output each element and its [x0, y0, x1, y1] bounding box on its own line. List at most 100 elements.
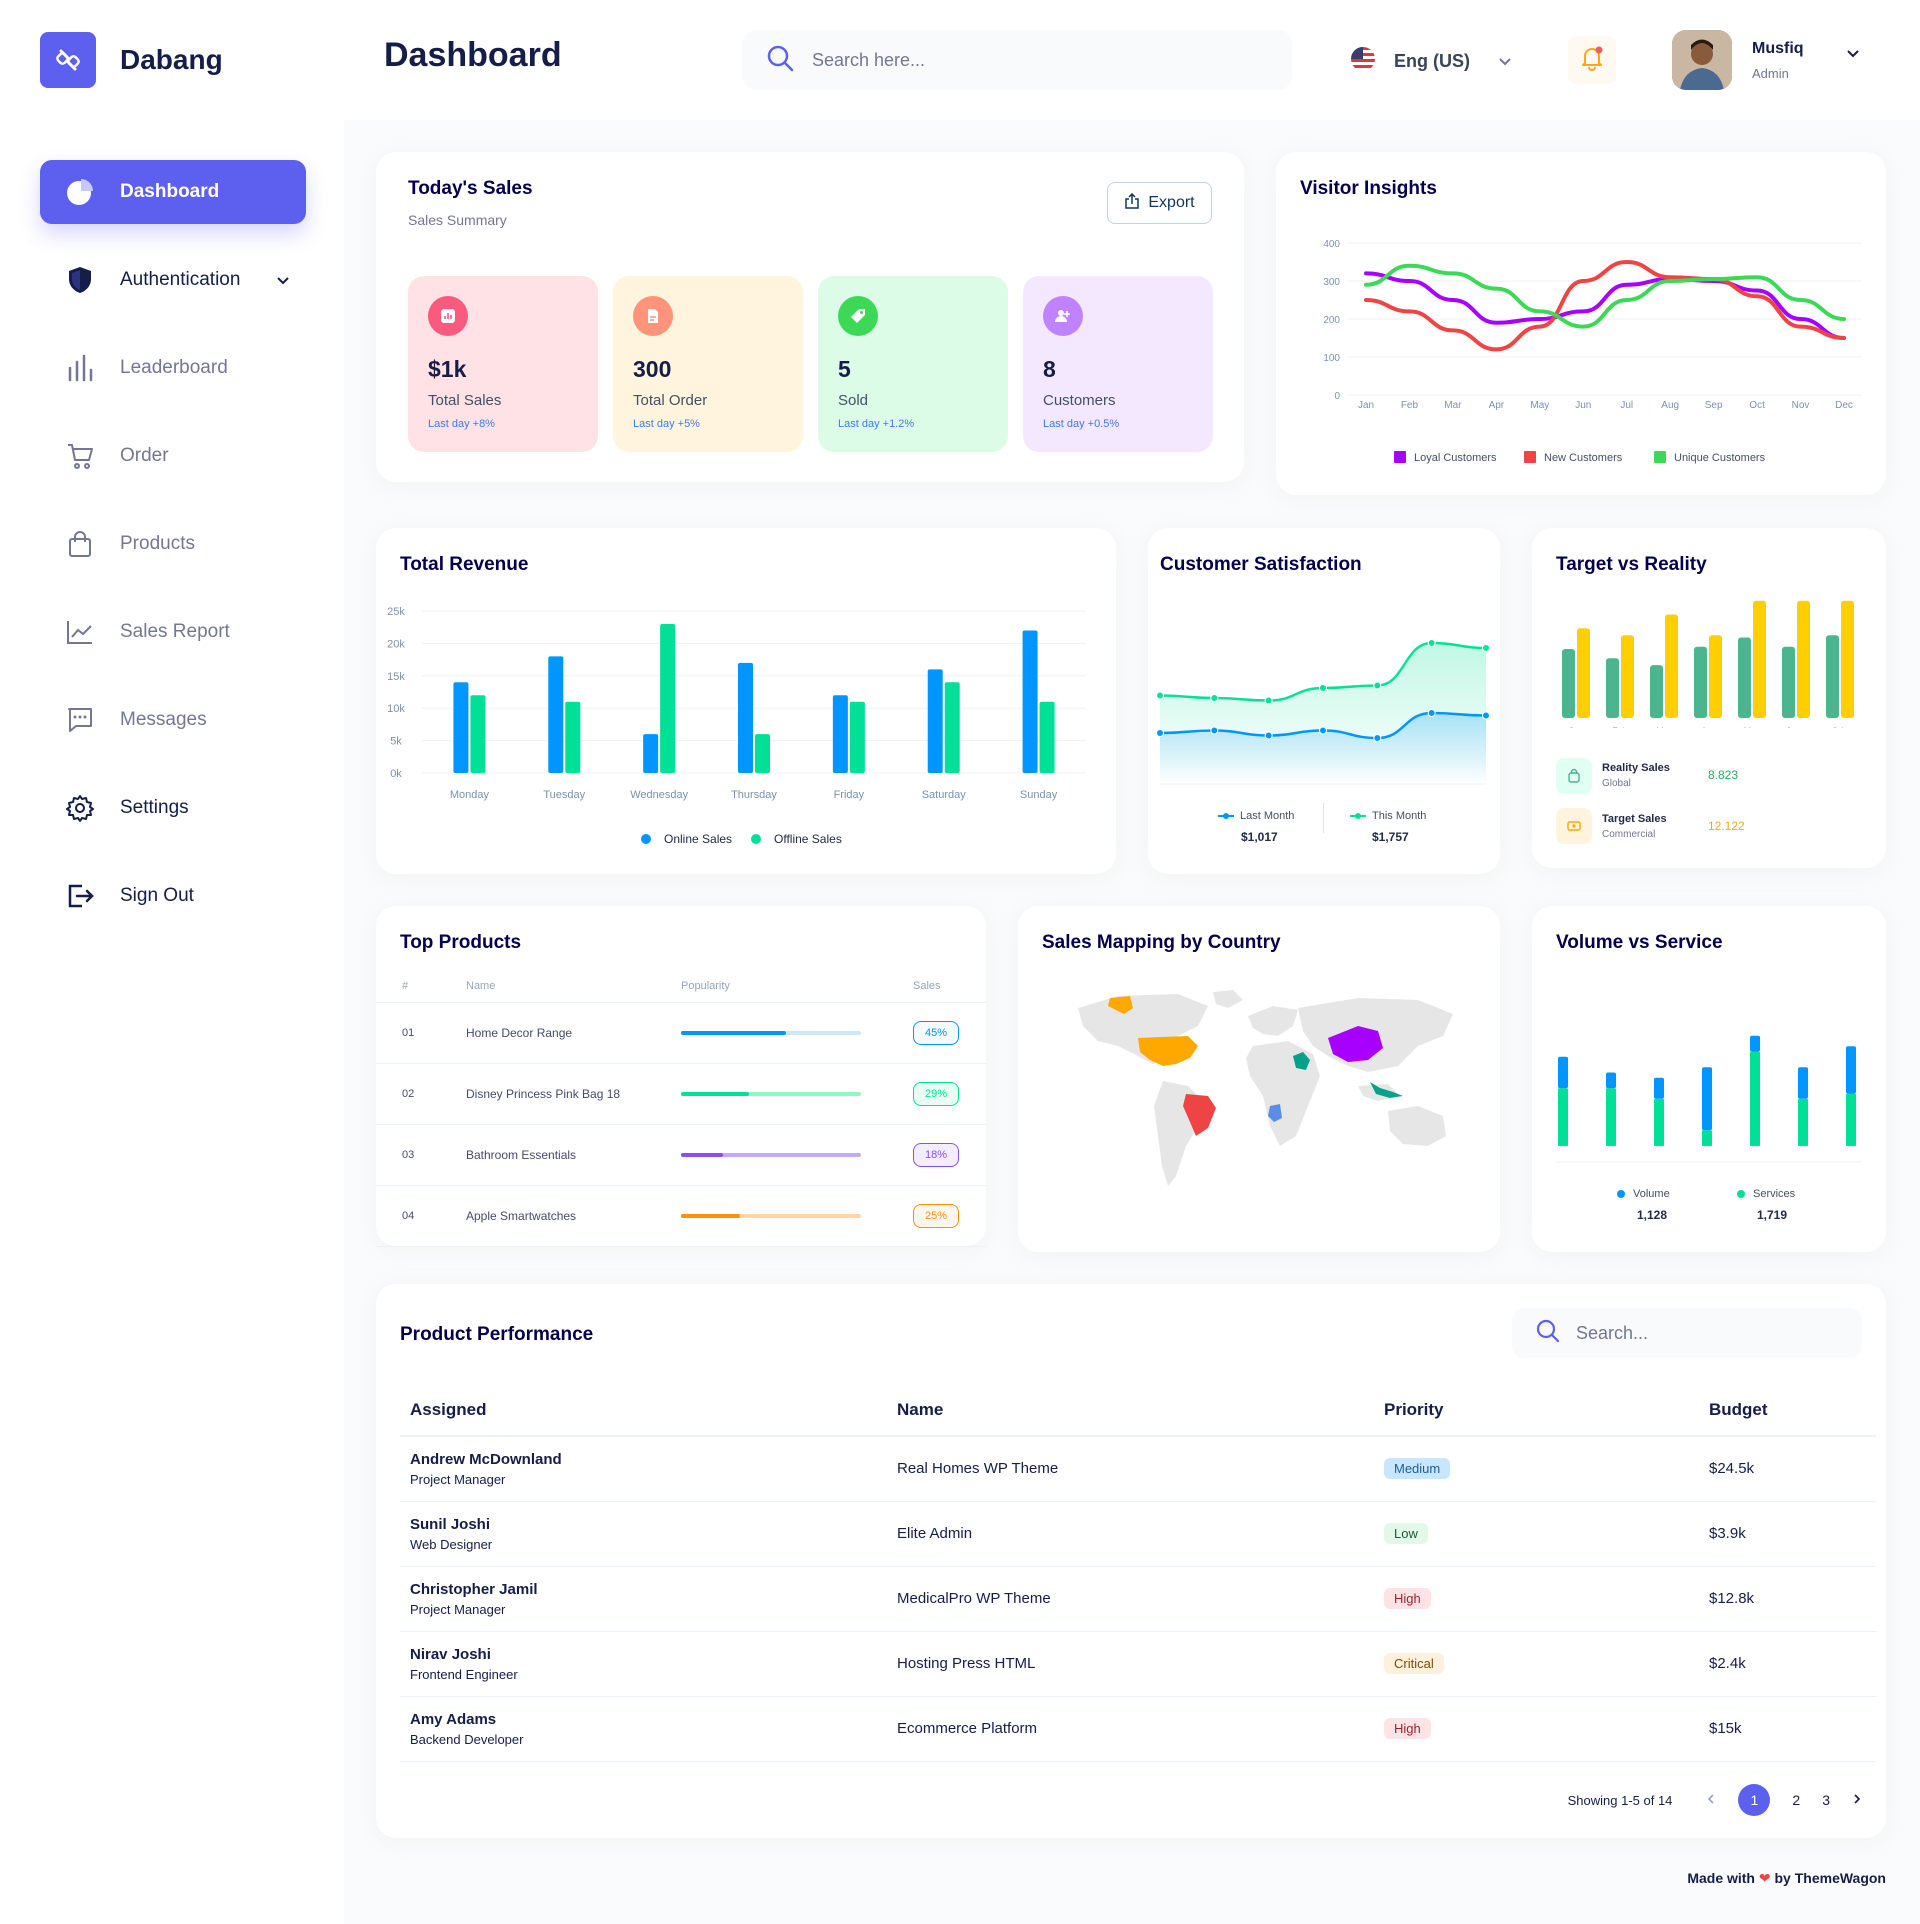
- assigned-cell: Christopher Jamil Project Manager: [400, 1566, 887, 1632]
- shopping-bag-icon: [1556, 758, 1592, 794]
- table-row[interactable]: 04 Apple Smartwatches 25%: [376, 1185, 986, 1247]
- legend-swatch: [751, 834, 761, 844]
- brand[interactable]: Dabang: [40, 32, 223, 88]
- card-title: Customer Satisfaction: [1160, 554, 1362, 575]
- bar: [1694, 646, 1707, 718]
- column-header: Priority: [1374, 1384, 1699, 1437]
- upload-icon: [1124, 192, 1140, 214]
- bar: [1826, 635, 1839, 718]
- sidebar-item-sales-report[interactable]: Sales Report: [40, 600, 306, 664]
- sidebar-item-products[interactable]: Products: [40, 512, 306, 576]
- chevron-left-icon[interactable]: [1706, 1792, 1716, 1808]
- table-row[interactable]: Sunil Joshi Web Designer Elite Admin Low $3.…: [400, 1501, 1876, 1567]
- avatar[interactable]: [1672, 30, 1732, 90]
- table-row[interactable]: Nirav Joshi Frontend Engineer Hosting Pres…: [400, 1631, 1876, 1697]
- sidebar: Dabang Dashboard Authentication Leaderbo…: [0, 0, 344, 1924]
- table-row[interactable]: 03 Bathroom Essentials 18%: [376, 1124, 986, 1186]
- x-tick-label: Dec: [1835, 400, 1853, 411]
- data-point: [1482, 711, 1490, 720]
- budget-cell: $24.5k: [1699, 1436, 1876, 1502]
- sidebar-item-label: Authentication: [120, 269, 241, 290]
- divider: [1323, 803, 1324, 833]
- notification-button[interactable]: [1568, 36, 1616, 84]
- page-button[interactable]: 2: [1792, 1792, 1801, 1808]
- legend-swatch: [1654, 451, 1666, 463]
- popularity-fill: [681, 1152, 724, 1157]
- table-row[interactable]: Christopher Jamil Project Manager MedicalP…: [400, 1566, 1876, 1632]
- region-congo: [1268, 1104, 1282, 1122]
- pagination: Showing 1-5 of 14 1 2 3: [1568, 1784, 1862, 1816]
- export-button[interactable]: Export: [1107, 182, 1212, 224]
- chevron-down-icon[interactable]: [1846, 46, 1860, 64]
- page-button[interactable]: 3: [1822, 1792, 1830, 1808]
- x-tick-label: Apr: [1489, 400, 1505, 411]
- assigned-cell: Andrew McDownland Project Manager: [400, 1436, 887, 1502]
- bar: [755, 734, 770, 773]
- product-performance-card: Product Performance Search... Assigned N…: [376, 1284, 1886, 1838]
- target-sales-sub: Commercial: [1602, 829, 1656, 840]
- data-point: [1373, 734, 1382, 742]
- bar: [1709, 635, 1722, 718]
- table-row[interactable]: 01 Home Decor Range 45%: [376, 1002, 986, 1064]
- x-tick-label: Jul: [1620, 400, 1633, 411]
- this-month-value: $1,757: [1372, 830, 1409, 844]
- y-tick-label: 400: [1323, 239, 1340, 250]
- sales-cell: 29%: [913, 1063, 986, 1125]
- row-number: 02: [376, 1063, 466, 1125]
- project-name: Ecommerce Platform: [887, 1696, 1374, 1762]
- chevron-down-icon[interactable]: [276, 270, 290, 292]
- popularity-fill: [681, 1213, 740, 1218]
- sidebar-item-dashboard[interactable]: Dashboard: [40, 160, 306, 224]
- topbar: Dashboard Search here... Eng (US) Musfiq…: [344, 0, 1920, 120]
- sidebar-item-authentication[interactable]: Authentication: [40, 248, 306, 312]
- budget-cell: $2.4k: [1699, 1631, 1876, 1697]
- x-tick-label: July: [1832, 726, 1849, 728]
- assignee-name: Christopher Jamil: [410, 1580, 538, 1598]
- tag-icon: [838, 296, 878, 336]
- sidebar-item-leaderboard[interactable]: Leaderboard: [40, 336, 306, 400]
- data-point: [1210, 726, 1219, 735]
- region-indonesia: [1370, 1082, 1403, 1098]
- gear-icon: [64, 792, 96, 824]
- bar: [1797, 600, 1810, 718]
- assigned-cell: Amy Adams Backend Developer: [400, 1696, 887, 1762]
- popularity-cell: [681, 1063, 913, 1125]
- priority-badge: Medium: [1384, 1458, 1451, 1480]
- stat-total-order: 300 Total Order Last day +5%: [613, 276, 803, 452]
- y-tick-label: 5k: [390, 736, 402, 748]
- target-sales-value: 12.122: [1708, 819, 1745, 833]
- language-select[interactable]: Eng (US): [1350, 46, 1512, 77]
- sidebar-item-order[interactable]: Order: [40, 424, 306, 488]
- assigned-cell: Sunil Joshi Web Designer: [400, 1501, 887, 1567]
- table-row[interactable]: Andrew McDownland Project Manager Real Hom…: [400, 1436, 1876, 1502]
- bar: [1606, 1072, 1616, 1089]
- assignee-name: Amy Adams: [410, 1710, 497, 1728]
- data-point: [1210, 694, 1219, 702]
- assignee-role: Backend Developer: [410, 1731, 524, 1747]
- shopping-bag-icon: [64, 528, 96, 560]
- x-tick-label: Wednesday: [630, 789, 688, 801]
- bar: [453, 682, 469, 773]
- bar: [1798, 1098, 1808, 1146]
- legend-label: This Month: [1372, 810, 1427, 822]
- priority-badge: High: [1384, 1718, 1431, 1739]
- y-tick-label: 25k: [387, 606, 405, 618]
- table-row[interactable]: 02 Disney Princess Pink Bag 18 29%: [376, 1063, 986, 1125]
- assignee-role: Web Designer: [410, 1536, 493, 1552]
- stat-change: Last day +5%: [633, 418, 700, 430]
- chevron-right-icon[interactable]: [1852, 1792, 1862, 1808]
- search-input[interactable]: Search here...: [742, 30, 1292, 90]
- page-button[interactable]: 1: [1738, 1784, 1771, 1816]
- table-row[interactable]: Amy Adams Backend Developer Ecommerce Plat…: [400, 1696, 1876, 1762]
- column-header: Name: [887, 1384, 1374, 1437]
- sales-badge: 25%: [913, 1203, 959, 1228]
- x-tick-label: Thursday: [731, 789, 777, 801]
- sign-out-icon: [64, 880, 96, 912]
- legend-swatch: [1394, 451, 1406, 463]
- sidebar-item-messages[interactable]: Messages: [40, 688, 306, 752]
- stat-label: Sold: [838, 392, 869, 409]
- popularity-bar: [681, 1213, 861, 1218]
- sidebar-item-settings[interactable]: Settings: [40, 776, 306, 840]
- sidebar-item-sign-out[interactable]: Sign Out: [40, 864, 306, 928]
- table-search-input[interactable]: Search...: [1512, 1308, 1862, 1358]
